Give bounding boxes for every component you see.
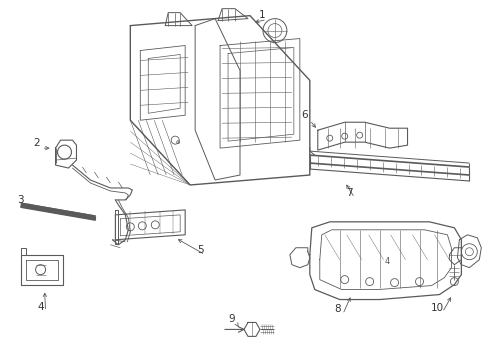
Text: 2: 2 (33, 138, 40, 148)
Text: 5: 5 (196, 245, 203, 255)
Text: 8: 8 (334, 305, 340, 315)
Text: 7: 7 (346, 188, 352, 198)
Text: 6: 6 (301, 110, 307, 120)
Text: 3: 3 (17, 195, 24, 205)
Text: 1: 1 (258, 10, 264, 20)
Text: 4: 4 (37, 302, 44, 311)
Text: 4: 4 (384, 257, 389, 266)
Text: 9: 9 (228, 314, 235, 324)
Text: 10: 10 (430, 302, 443, 312)
